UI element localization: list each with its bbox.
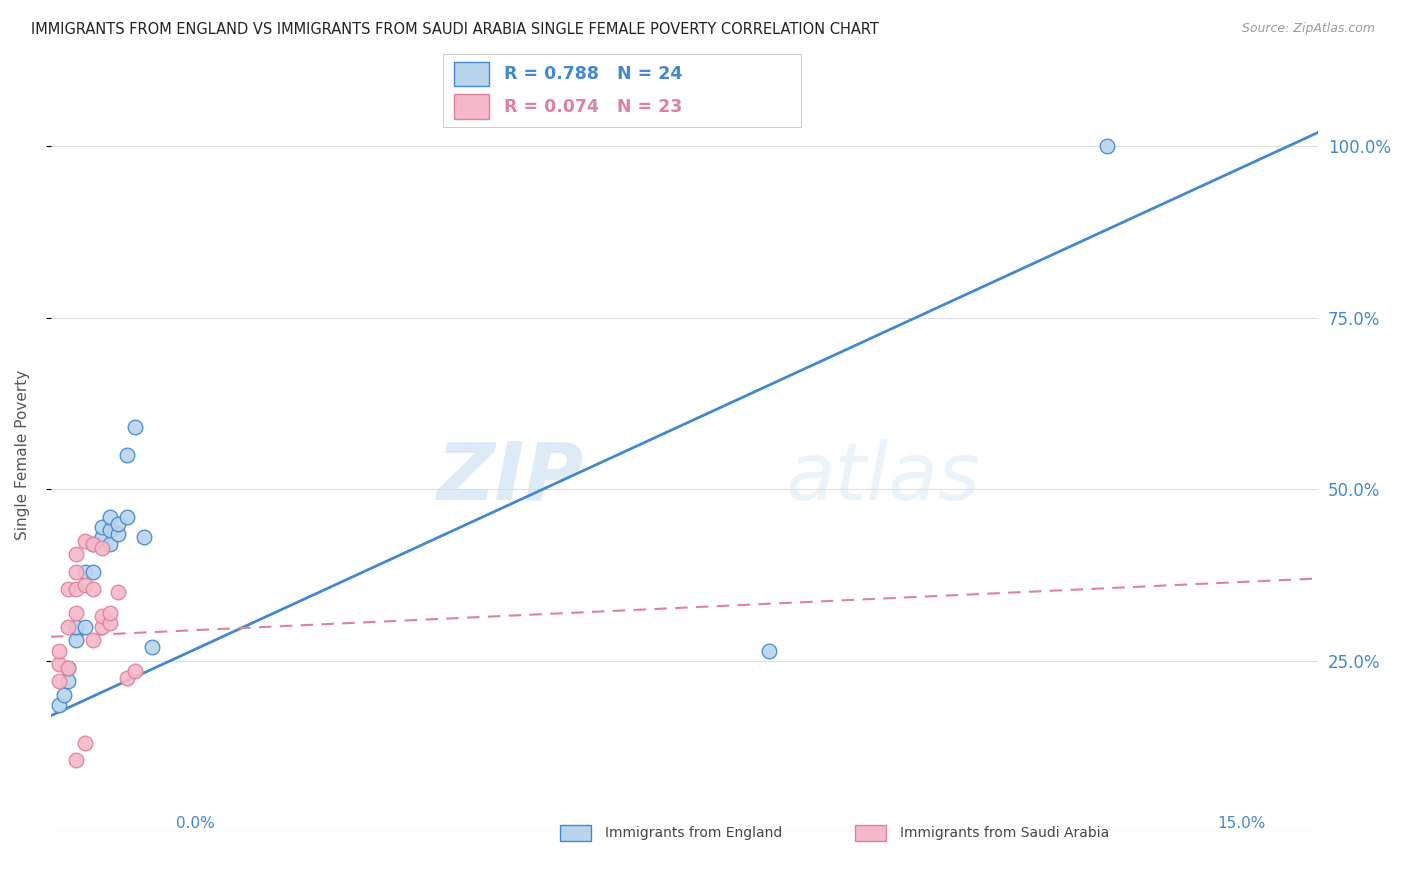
Bar bbox=[454, 62, 489, 86]
Point bbox=[48, 674, 70, 689]
Point bbox=[1095, 139, 1118, 153]
Point bbox=[65, 548, 87, 562]
Text: R = 0.788   N = 24: R = 0.788 N = 24 bbox=[503, 64, 682, 83]
Point bbox=[56, 674, 79, 689]
Text: ZIP: ZIP bbox=[436, 439, 583, 516]
Text: 15.0%: 15.0% bbox=[1218, 816, 1265, 831]
Text: Source: ZipAtlas.com: Source: ZipAtlas.com bbox=[1241, 22, 1375, 36]
Point bbox=[98, 509, 121, 524]
Point bbox=[82, 565, 104, 579]
Text: R = 0.074   N = 23: R = 0.074 N = 23 bbox=[503, 97, 682, 116]
Text: Immigrants from Saudi Arabia: Immigrants from Saudi Arabia bbox=[900, 826, 1109, 840]
Text: atlas: atlas bbox=[786, 439, 981, 516]
Point bbox=[73, 565, 96, 579]
Point bbox=[48, 657, 70, 672]
Point bbox=[65, 619, 87, 633]
Point bbox=[107, 526, 129, 541]
Point bbox=[65, 753, 87, 767]
Point bbox=[124, 420, 146, 434]
Point bbox=[48, 643, 70, 657]
Point bbox=[98, 537, 121, 551]
Point bbox=[90, 619, 112, 633]
Point bbox=[90, 520, 112, 534]
Point bbox=[107, 516, 129, 531]
Point bbox=[132, 530, 155, 544]
Point bbox=[73, 578, 96, 592]
Point bbox=[65, 633, 87, 648]
Text: 0.0%: 0.0% bbox=[176, 816, 215, 831]
Y-axis label: Single Female Poverty: Single Female Poverty bbox=[15, 370, 30, 540]
Point bbox=[73, 533, 96, 548]
Point bbox=[90, 541, 112, 555]
Point bbox=[73, 736, 96, 750]
Point bbox=[73, 619, 96, 633]
Point bbox=[98, 524, 121, 538]
Point bbox=[90, 609, 112, 624]
Point bbox=[56, 661, 79, 675]
Point bbox=[82, 582, 104, 596]
Point bbox=[56, 582, 79, 596]
Text: Immigrants from England: Immigrants from England bbox=[605, 826, 782, 840]
Point bbox=[56, 661, 79, 675]
Point bbox=[107, 585, 129, 599]
Point bbox=[65, 582, 87, 596]
Point bbox=[56, 619, 79, 633]
Point bbox=[124, 664, 146, 678]
Text: IMMIGRANTS FROM ENGLAND VS IMMIGRANTS FROM SAUDI ARABIA SINGLE FEMALE POVERTY CO: IMMIGRANTS FROM ENGLAND VS IMMIGRANTS FR… bbox=[31, 22, 879, 37]
Point bbox=[115, 509, 138, 524]
Point bbox=[82, 537, 104, 551]
Point bbox=[115, 671, 138, 685]
Point bbox=[82, 537, 104, 551]
Point bbox=[98, 606, 121, 620]
Point bbox=[98, 616, 121, 631]
Bar bbox=[454, 95, 489, 119]
Point bbox=[48, 698, 70, 713]
Point bbox=[82, 633, 104, 648]
Point bbox=[141, 640, 163, 654]
Point bbox=[65, 565, 87, 579]
Point bbox=[65, 606, 87, 620]
Point bbox=[52, 688, 75, 702]
Point bbox=[115, 448, 138, 462]
Point bbox=[90, 530, 112, 544]
Point bbox=[758, 643, 780, 657]
